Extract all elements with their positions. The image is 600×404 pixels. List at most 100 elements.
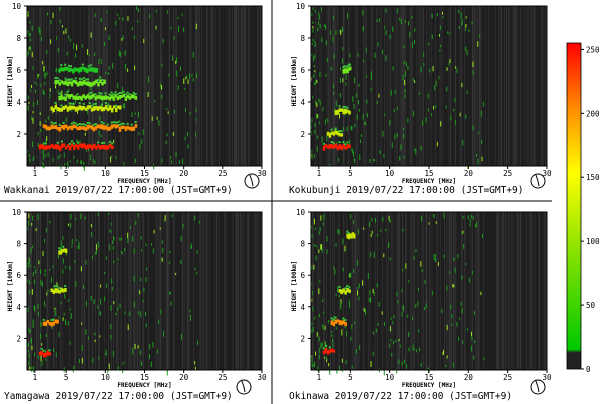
echo-trace	[58, 245, 68, 255]
echo-trace	[38, 347, 52, 358]
y-tick-label: 2	[300, 334, 305, 343]
x-tick-label: 25	[503, 169, 512, 178]
x-axis-label: FREQUENCY [MHz]	[402, 382, 456, 389]
y-tick-label: 2	[300, 130, 305, 139]
speckles	[27, 6, 197, 171]
echo-trace	[50, 101, 122, 113]
y-tick-label: 4	[16, 303, 21, 312]
echo-trace	[346, 230, 356, 240]
x-axis-label: FREQUENCY [MHz]	[117, 382, 171, 389]
colorbar-gradient	[566, 42, 582, 370]
y-tick-label: 4	[300, 98, 305, 107]
colorbar-tick-label: 250	[586, 45, 600, 54]
speckles	[27, 212, 200, 376]
y-tick-label: 8	[300, 34, 305, 43]
x-tick-label: 5	[348, 169, 353, 178]
echo-trace	[330, 316, 347, 327]
x-tick-label: 10	[385, 169, 395, 178]
x-tick-label: 15	[424, 373, 433, 382]
x-tick-label: 1	[33, 373, 38, 382]
clock-icon	[530, 379, 546, 395]
colorbar-tick-label: 50	[586, 301, 596, 310]
y-axis-label: HEIGHT [100km]	[7, 56, 14, 107]
y-tick-label: 10	[296, 2, 306, 11]
colorbar-tick-label: 100	[586, 237, 600, 246]
x-tick-label: 10	[385, 373, 395, 382]
x-tick-label: 10	[101, 373, 111, 382]
x-tick-label: 20	[464, 373, 474, 382]
y-tick-label: 4	[16, 98, 21, 107]
speckles	[311, 7, 484, 169]
y-tick-label: 2	[16, 130, 21, 139]
x-tick-label: 25	[218, 169, 227, 178]
x-tick-label: 1	[317, 373, 322, 382]
y-tick-label: 8	[16, 34, 21, 43]
x-tick-label: 30	[257, 169, 267, 178]
x-tick-label: 1	[317, 169, 322, 178]
y-axis-label: HEIGHT [100km]	[291, 56, 298, 107]
x-tick-label: 30	[542, 373, 552, 382]
x-tick-label: 20	[464, 169, 474, 178]
y-tick-label: 8	[16, 240, 21, 249]
station-caption: Okinawa 2019/07/22 17:00:00 (JST=GMT+9)	[289, 391, 512, 402]
colorbar-tick-label: 200	[586, 109, 600, 118]
x-tick-label: 5	[64, 373, 69, 382]
y-tick-label: 2	[16, 334, 21, 343]
speckles	[311, 212, 485, 376]
intensity-colorbar: 0 50 100 150 200 250	[566, 42, 600, 374]
x-tick-label: 1	[33, 169, 38, 178]
echo-trace	[338, 284, 351, 295]
y-tick-label: 6	[16, 66, 21, 75]
y-tick-label: 6	[16, 271, 21, 280]
y-axis: 2 4 6 8 10 HEIGHT [100km]	[291, 208, 311, 343]
colorbar-tick-label: 150	[586, 173, 600, 182]
echo-trace	[42, 318, 59, 327]
x-tick-label: 20	[179, 169, 189, 178]
x-tick-label: 5	[64, 169, 69, 178]
y-tick-label: 8	[300, 240, 305, 249]
y-axis-label: HEIGHT [100km]	[7, 261, 14, 312]
panel-dividers	[0, 0, 552, 404]
x-axis-label: FREQUENCY [MHz]	[402, 178, 456, 185]
background-noise	[29, 6, 262, 166]
echo-trace	[58, 90, 138, 102]
y-axis: 2 4 6 8 10 HEIGHT [100km]	[7, 2, 27, 139]
x-tick-label: 15	[424, 169, 433, 178]
echo-trace	[42, 121, 138, 132]
y-tick-label: 10	[296, 208, 306, 217]
station-caption: Yamagawa 2019/07/22 17:00:00 (JST=GMT+9)	[4, 391, 233, 402]
x-axis-label: FREQUENCY [MHz]	[117, 178, 171, 185]
x-tick-label: 25	[503, 373, 512, 382]
x-tick-label: 20	[179, 373, 189, 382]
x-tick-label: 30	[542, 169, 552, 178]
x-tick-label: 25	[218, 373, 227, 382]
y-tick-label: 10	[12, 208, 22, 217]
clock-icon	[530, 173, 546, 189]
echo-trace	[322, 344, 336, 355]
echo-trace	[58, 63, 99, 74]
background-noise	[27, 212, 262, 370]
echo-trace	[50, 285, 67, 294]
y-axis: 2 4 6 8 10 HEIGHT [100km]	[291, 2, 311, 139]
y-axis-label: HEIGHT [100km]	[291, 261, 298, 312]
clock-icon	[236, 379, 252, 395]
echo-trace	[326, 127, 343, 138]
x-tick-label: 5	[348, 373, 353, 382]
echo-trace	[54, 76, 106, 87]
echo-trace	[38, 140, 114, 151]
echo-trace	[334, 105, 351, 116]
station-caption: Wakkanai 2019/07/22 17:00:00 (JST=GMT+9)	[4, 185, 233, 196]
station-caption: Kokubunji 2019/07/22 17:00:00 (JST=GMT+9…	[289, 185, 524, 196]
y-tick-label: 10	[12, 2, 22, 11]
x-tick-label: 10	[101, 169, 111, 178]
colorbar-tick-label: 0	[586, 365, 591, 374]
echo-trace	[342, 63, 352, 74]
